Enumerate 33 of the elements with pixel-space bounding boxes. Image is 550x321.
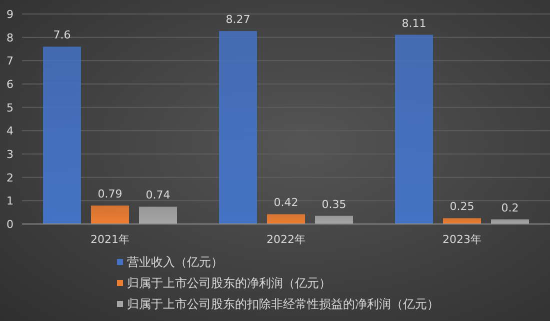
y-tick-label: 1 (6, 194, 14, 208)
data-label: 0.25 (450, 200, 474, 214)
data-label: 0.79 (98, 188, 122, 201)
data-label: 7.6 (53, 28, 71, 42)
data-label: 0.35 (322, 198, 346, 211)
y-tick-label: 4 (6, 124, 14, 138)
bar (219, 31, 257, 224)
y-tick-label: 0 (6, 218, 14, 231)
data-label: 8.11 (402, 16, 426, 30)
bar (395, 34, 433, 224)
data-label: 0.74 (146, 188, 170, 202)
legend-label: 归属于上市公司股东的净利润（亿元） (127, 276, 331, 290)
y-tick-label: 3 (6, 148, 14, 161)
legend-label: 营业收入（亿元） (127, 255, 223, 269)
data-label: 0.2 (501, 201, 519, 214)
bar (139, 206, 177, 224)
data-label: 0.42 (274, 196, 298, 210)
bar (267, 214, 305, 224)
x-tick-label: 2023年 (442, 233, 482, 246)
data-label: 8.27 (226, 13, 250, 26)
y-tick-label: 9 (6, 8, 14, 21)
y-tick-label: 8 (6, 31, 14, 44)
y-tick-label: 7 (6, 54, 14, 68)
y-tick-label: 6 (6, 78, 14, 91)
legend-label: 归属于上市公司股东的扣除非经常性损益的净利润（亿元） (127, 297, 439, 311)
x-tick-label: 2022年 (266, 233, 306, 246)
y-tick-label: 2 (6, 171, 14, 184)
x-tick-label: 2021年 (90, 233, 130, 246)
bar (315, 216, 353, 224)
bar (91, 206, 129, 224)
bar (43, 46, 81, 224)
y-tick-label: 5 (6, 101, 14, 114)
bar (443, 218, 481, 224)
